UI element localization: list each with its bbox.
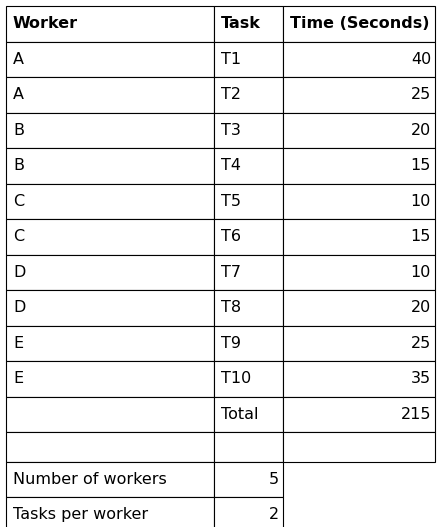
- Text: T5: T5: [221, 194, 241, 209]
- Text: 40: 40: [411, 52, 431, 67]
- Bar: [283, 148, 435, 183]
- Bar: [283, 361, 435, 396]
- Text: 2: 2: [269, 506, 279, 522]
- Bar: [283, 112, 435, 148]
- Text: T6: T6: [221, 229, 241, 244]
- Text: E: E: [13, 371, 23, 386]
- Text: T1: T1: [221, 52, 241, 67]
- Bar: [283, 183, 435, 219]
- Text: T3: T3: [221, 123, 241, 138]
- Bar: [283, 255, 435, 290]
- Bar: [214, 497, 283, 527]
- Text: B: B: [13, 123, 24, 138]
- Bar: [6, 462, 214, 497]
- Bar: [214, 290, 283, 326]
- Bar: [214, 148, 283, 183]
- Bar: [283, 42, 435, 77]
- Bar: [214, 326, 283, 361]
- Text: E: E: [13, 336, 23, 351]
- Text: 20: 20: [411, 300, 431, 315]
- Text: Time (Seconds): Time (Seconds): [290, 16, 429, 31]
- Bar: [6, 219, 214, 255]
- Bar: [6, 255, 214, 290]
- Bar: [214, 396, 283, 432]
- Bar: [6, 497, 214, 527]
- Bar: [283, 326, 435, 361]
- Text: T9: T9: [221, 336, 241, 351]
- Bar: [6, 290, 214, 326]
- Bar: [6, 42, 214, 77]
- Bar: [283, 219, 435, 255]
- Text: Tasks per worker: Tasks per worker: [13, 506, 148, 522]
- Bar: [283, 6, 435, 42]
- Text: 25: 25: [411, 87, 431, 102]
- Text: 25: 25: [411, 336, 431, 351]
- Bar: [6, 112, 214, 148]
- Text: D: D: [13, 300, 26, 315]
- Bar: [6, 432, 214, 462]
- Text: Worker: Worker: [13, 16, 78, 31]
- Bar: [6, 183, 214, 219]
- Bar: [6, 361, 214, 396]
- Text: T7: T7: [221, 265, 241, 280]
- Bar: [283, 77, 435, 112]
- Bar: [214, 432, 283, 462]
- Bar: [214, 6, 283, 42]
- Text: 10: 10: [411, 265, 431, 280]
- Text: Task: Task: [221, 16, 261, 31]
- Bar: [283, 432, 435, 462]
- Text: B: B: [13, 158, 24, 173]
- Bar: [283, 290, 435, 326]
- Bar: [214, 112, 283, 148]
- Bar: [283, 396, 435, 432]
- Bar: [6, 148, 214, 183]
- Text: Total: Total: [221, 407, 258, 422]
- Text: C: C: [13, 194, 24, 209]
- Text: T8: T8: [221, 300, 241, 315]
- Text: A: A: [13, 52, 24, 67]
- Text: A: A: [13, 87, 24, 102]
- Text: Number of workers: Number of workers: [13, 472, 167, 487]
- Bar: [6, 396, 214, 432]
- Text: C: C: [13, 229, 24, 244]
- Text: 20: 20: [411, 123, 431, 138]
- Text: T10: T10: [221, 371, 251, 386]
- Text: T2: T2: [221, 87, 241, 102]
- Text: 10: 10: [411, 194, 431, 209]
- Bar: [6, 77, 214, 112]
- Bar: [214, 361, 283, 396]
- Bar: [214, 183, 283, 219]
- Text: 15: 15: [411, 229, 431, 244]
- Bar: [214, 462, 283, 497]
- Text: 15: 15: [411, 158, 431, 173]
- Bar: [214, 255, 283, 290]
- Bar: [214, 77, 283, 112]
- Bar: [6, 6, 214, 42]
- Text: D: D: [13, 265, 26, 280]
- Text: 215: 215: [400, 407, 431, 422]
- Bar: [214, 42, 283, 77]
- Text: T4: T4: [221, 158, 241, 173]
- Text: 5: 5: [269, 472, 279, 487]
- Bar: [6, 326, 214, 361]
- Bar: [214, 219, 283, 255]
- Text: 35: 35: [411, 371, 431, 386]
